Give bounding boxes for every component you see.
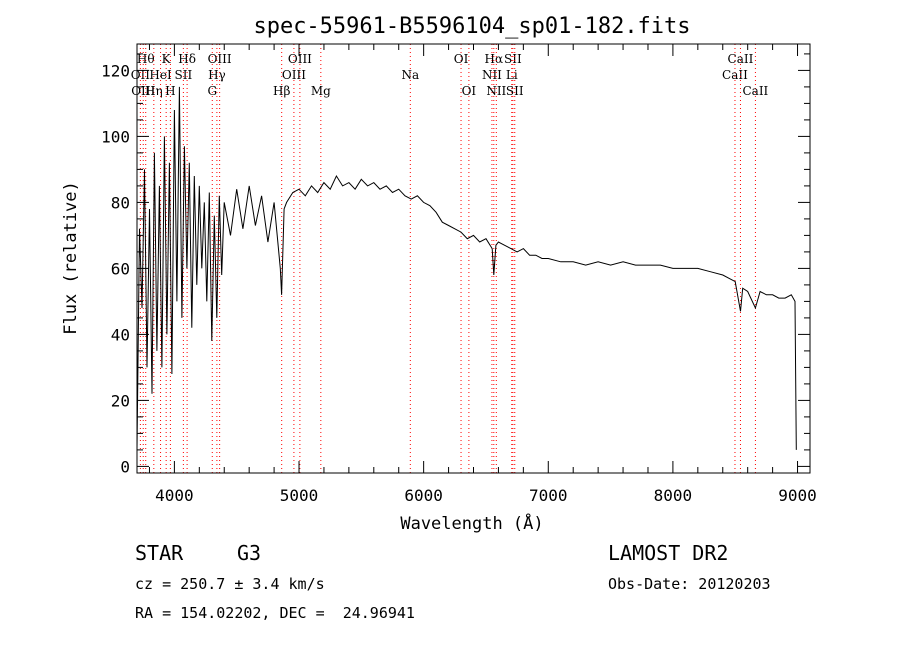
- line-marker-label-16: Na: [401, 68, 419, 82]
- x-tick-label-1: 5000: [280, 486, 319, 505]
- line-marker-label-22: Li: [506, 68, 518, 82]
- y-tick-label-4: 80: [111, 193, 130, 212]
- line-marker-label-8: Hδ: [178, 52, 196, 66]
- line-marker-label-23: SII: [504, 52, 522, 66]
- coordinates-text: RA = 154.02202, DEC = 24.96941: [135, 604, 415, 622]
- line-marker-label-24: SII: [506, 84, 524, 98]
- line-marker-label-3: Hη: [145, 84, 163, 98]
- object-class: STAR: [135, 541, 184, 565]
- line-marker-label-4: HeI: [149, 68, 172, 82]
- y-axis: 0 20 40 60 80 100 120: [101, 53, 810, 476]
- line-markers: OIIOIIIHθHηHeIKHSIIHδGHγOIIIHβOIIIOIIIMg…: [131, 44, 769, 473]
- obs-date-text: Obs-Date: 20120203: [608, 575, 771, 593]
- x-tick-label-4: 8000: [654, 486, 693, 505]
- line-marker-label-7: SII: [175, 68, 193, 82]
- x-tick-label-2: 6000: [404, 486, 443, 505]
- line-marker-label-14: OIII: [288, 52, 312, 66]
- line-marker-label-12: Hβ: [273, 84, 290, 98]
- line-marker-label-18: OI: [462, 84, 477, 98]
- y-tick-label-2: 40: [111, 325, 130, 344]
- line-marker-label-13: OIII: [282, 68, 306, 82]
- redshift-text: cz = 250.7 ± 3.4 km/s: [135, 575, 325, 593]
- x-tick-label-3: 7000: [529, 486, 568, 505]
- line-marker-label-20: Hα: [485, 52, 504, 66]
- line-marker-label-5: K: [162, 52, 172, 66]
- line-marker-label-2: Hθ: [137, 52, 155, 66]
- line-marker-label-21: NII: [486, 84, 506, 98]
- chart-title: spec-55961-B5596104_sp01-182.fits: [253, 14, 690, 39]
- y-axis-label: Flux (relative): [61, 181, 81, 335]
- y-tick-label-5: 100: [101, 127, 130, 146]
- object-subclass: G3: [237, 541, 262, 565]
- line-marker-label-27: CaII: [742, 84, 768, 98]
- line-marker-label-0: OII: [131, 68, 151, 82]
- line-marker-label-17: OI: [454, 52, 469, 66]
- x-axis: 4000 5000 6000 7000 8000 9000: [148, 44, 817, 505]
- axes-frame: [136, 43, 811, 474]
- x-tick-label-5: 9000: [778, 486, 817, 505]
- line-marker-label-6: H: [165, 84, 175, 98]
- line-marker-label-10: Hγ: [208, 68, 226, 82]
- line-marker-label-26: CaII: [728, 52, 754, 66]
- line-marker-label-19: NII: [482, 68, 502, 82]
- line-marker-label-9: G: [207, 84, 217, 98]
- line-marker-label-15: Mg: [311, 84, 331, 98]
- line-marker-label-25: CaII: [722, 68, 748, 82]
- y-tick-label-1: 20: [111, 391, 130, 410]
- y-tick-label-3: 60: [111, 259, 130, 278]
- line-marker-label-11: OIII: [208, 52, 232, 66]
- y-tick-label-6: 120: [101, 61, 130, 80]
- x-tick-label-0: 4000: [155, 486, 194, 505]
- survey-name: LAMOST DR2: [608, 541, 729, 565]
- x-axis-label: Wavelength (Å): [400, 512, 543, 534]
- y-tick-label-0: 0: [120, 457, 130, 476]
- spectrum-line: [136, 86, 797, 450]
